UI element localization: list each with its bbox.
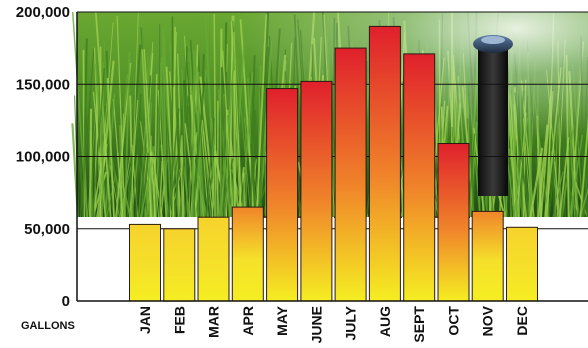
y-tick-label: 0 xyxy=(62,293,70,310)
x-tick-label: AUG xyxy=(377,306,393,337)
y-tick-label: 100,000 xyxy=(16,149,70,166)
x-tick-label: FEB xyxy=(171,306,187,334)
bar-sept xyxy=(403,53,436,302)
sprinkler-icon xyxy=(473,35,513,196)
bar-jan xyxy=(129,223,161,302)
y-tick-label: 150,000 xyxy=(16,76,70,93)
x-tick-label: JULY xyxy=(343,305,359,340)
x-tick-label: SEPT xyxy=(411,306,427,343)
bars xyxy=(129,25,538,302)
x-tick-label: OCT xyxy=(445,306,461,336)
x-tick-label: JAN xyxy=(137,306,153,334)
x-tick-labels: JAN FEB MAR APR MAY JUNE JULY AUG SEPT OCT NOV DEC xyxy=(137,305,530,343)
x-tick-label: JUNE xyxy=(308,306,324,343)
x-tick-label: NOV xyxy=(480,305,496,336)
bar-nov xyxy=(471,210,504,302)
bar-june xyxy=(300,80,333,302)
bar-mar xyxy=(197,216,230,302)
x-tick-label: DEC xyxy=(514,306,530,336)
bar-may xyxy=(266,88,299,302)
y-tick-label: 200,000 xyxy=(16,4,70,21)
bar-july xyxy=(334,47,367,302)
x-tick-label: APR xyxy=(240,306,256,336)
bar-aug xyxy=(368,25,401,302)
bar-feb xyxy=(163,228,196,302)
x-tick-label: MAY xyxy=(274,305,290,335)
x-tick-label: MAR xyxy=(206,306,222,338)
y-tick-labels: 200,000 150,000 100,000 50,000 0 xyxy=(16,4,70,310)
bar-apr xyxy=(231,206,264,302)
y-tick-label: 50,000 xyxy=(24,221,70,238)
bar-oct xyxy=(437,143,470,302)
y-axis-unit-label: GALLONS xyxy=(21,320,75,332)
bar-dec xyxy=(506,226,538,302)
